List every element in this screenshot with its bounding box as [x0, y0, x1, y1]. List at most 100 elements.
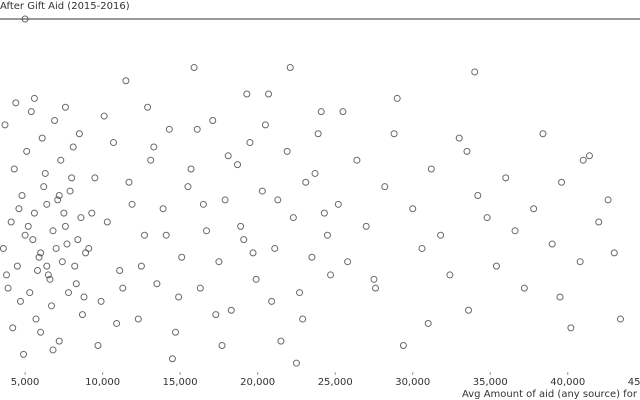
x-axis-label: Avg Amount of aid (any source) for Unde: [462, 389, 640, 400]
point: [353, 156, 361, 164]
point: [240, 236, 248, 244]
x-tick-label: 40,000: [550, 377, 585, 388]
point: [77, 214, 85, 222]
point: [215, 258, 223, 266]
point: [362, 222, 370, 230]
point: [344, 258, 352, 266]
point: [261, 121, 269, 129]
point: [37, 328, 45, 336]
point: [302, 178, 310, 186]
point: [44, 271, 52, 279]
point: [334, 200, 342, 208]
point: [4, 284, 12, 292]
point: [463, 147, 471, 155]
point: [289, 214, 297, 222]
point: [243, 90, 251, 98]
point: [32, 315, 40, 323]
point: [128, 200, 136, 208]
point: [370, 275, 378, 283]
point: [218, 342, 226, 350]
point: [0, 244, 7, 252]
point: [100, 112, 108, 120]
point: [483, 214, 491, 222]
point: [61, 103, 69, 111]
point: [21, 15, 29, 23]
point: [585, 152, 593, 160]
point: [78, 311, 86, 319]
point: [34, 267, 42, 275]
point: [85, 244, 93, 252]
point: [286, 64, 294, 72]
point: [274, 196, 282, 204]
point: [311, 169, 319, 177]
point: [268, 297, 276, 305]
point: [193, 125, 201, 133]
point: [37, 249, 45, 257]
point: [604, 196, 612, 204]
point: [455, 134, 463, 142]
point: [168, 355, 176, 363]
point: [125, 178, 133, 186]
point: [567, 324, 575, 332]
point: [91, 174, 99, 182]
point: [72, 280, 80, 288]
point: [55, 337, 63, 345]
point: [271, 244, 279, 252]
point: [41, 169, 49, 177]
point: [390, 130, 398, 138]
x-tick-label: 5,000: [11, 377, 40, 388]
point: [116, 267, 124, 275]
point: [9, 324, 17, 332]
point: [43, 262, 51, 270]
point: [18, 192, 26, 199]
point: [492, 262, 500, 270]
point: [299, 315, 307, 323]
point: [520, 284, 528, 292]
point: [172, 328, 180, 336]
point: [530, 205, 538, 213]
point: [55, 192, 63, 199]
point: [3, 271, 11, 279]
point: [27, 108, 35, 116]
point: [399, 342, 407, 350]
point: [323, 231, 331, 239]
point: [327, 271, 335, 279]
point: [446, 271, 454, 279]
point: [162, 231, 170, 239]
point: [94, 342, 102, 350]
point: [227, 306, 235, 314]
point: [30, 94, 38, 102]
point: [178, 253, 186, 261]
point: [10, 165, 18, 173]
point: [539, 130, 547, 138]
point: [80, 293, 88, 301]
point: [137, 262, 145, 270]
point: [579, 156, 587, 164]
point: [292, 359, 300, 367]
point: [30, 209, 38, 217]
point: [75, 130, 83, 138]
point: [113, 319, 121, 327]
point: [52, 244, 60, 252]
point: [1, 121, 9, 129]
point: [21, 231, 29, 239]
point: [209, 116, 217, 124]
point: [40, 183, 48, 191]
point: [393, 94, 401, 102]
point: [283, 147, 291, 155]
point: [308, 253, 316, 261]
point: [556, 293, 564, 301]
point: [471, 68, 479, 76]
point: [69, 143, 77, 151]
point: [237, 222, 245, 230]
point: [196, 284, 204, 292]
point: [47, 302, 55, 310]
x-tick-label: 20,000: [240, 377, 275, 388]
point: [320, 209, 328, 217]
point: [159, 205, 167, 213]
point: [16, 297, 24, 305]
point: [212, 311, 220, 319]
point: [576, 258, 584, 266]
point: [134, 315, 142, 323]
point: [119, 284, 127, 292]
